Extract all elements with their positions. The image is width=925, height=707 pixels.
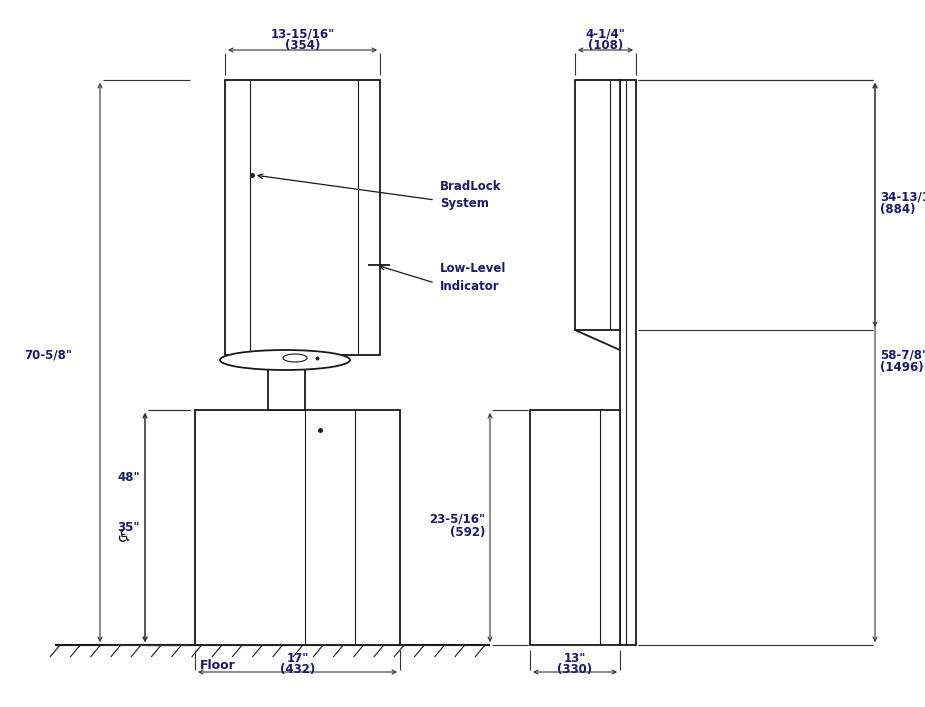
Bar: [620, 80, 636, 645]
Text: (592): (592): [450, 526, 485, 539]
Text: 13-15/16": 13-15/16": [270, 28, 335, 40]
Text: (354): (354): [285, 40, 320, 52]
Text: Floor: Floor: [200, 659, 236, 672]
Text: 70-5/8": 70-5/8": [24, 348, 72, 361]
Bar: [268, 365, 305, 410]
Text: 17": 17": [287, 651, 309, 665]
Ellipse shape: [220, 350, 350, 370]
Text: BradLock
System: BradLock System: [440, 180, 501, 211]
Text: 34-13/16": 34-13/16": [880, 190, 925, 204]
Text: (884): (884): [880, 204, 916, 216]
Bar: [530, 410, 620, 645]
Text: 58-7/8": 58-7/8": [880, 348, 925, 361]
Text: Low-Level
Indicator: Low-Level Indicator: [440, 262, 506, 293]
Text: (330): (330): [558, 663, 593, 677]
Text: (1496): (1496): [880, 361, 924, 374]
Bar: [225, 80, 380, 355]
Text: (108): (108): [588, 40, 623, 52]
Text: 4-1/4": 4-1/4": [586, 28, 625, 40]
Bar: [575, 80, 620, 330]
Bar: [195, 410, 400, 645]
Text: ♿: ♿: [115, 529, 131, 547]
Ellipse shape: [283, 354, 307, 362]
Text: 13": 13": [564, 651, 586, 665]
Text: 23-5/16": 23-5/16": [429, 513, 485, 526]
Text: 48": 48": [117, 471, 140, 484]
Text: (432): (432): [280, 663, 315, 677]
Text: 35": 35": [117, 521, 140, 534]
